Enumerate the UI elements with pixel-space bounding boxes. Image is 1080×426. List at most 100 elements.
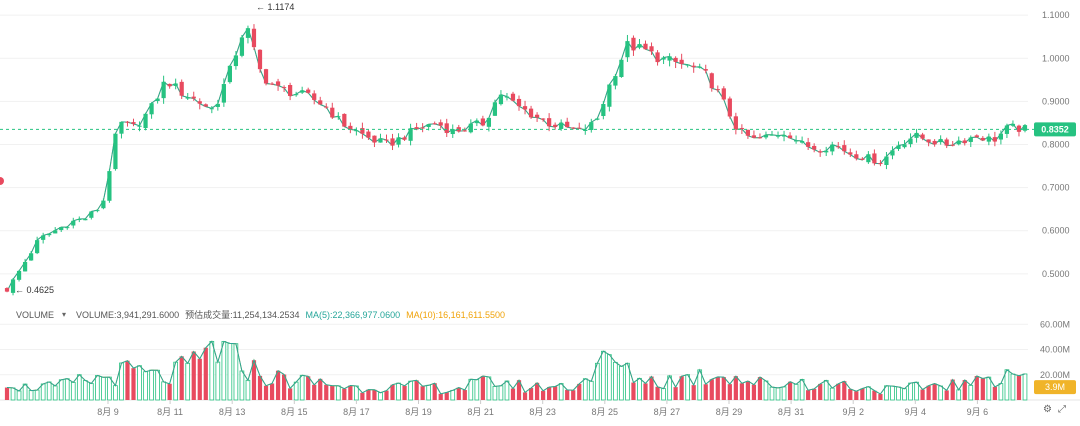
volume-bar <box>565 389 570 400</box>
candle-body <box>318 100 323 105</box>
candle-body <box>998 133 1004 140</box>
candle-body <box>161 81 166 99</box>
volume-bar <box>492 386 498 401</box>
volume-bar <box>932 383 937 400</box>
candle-body <box>625 41 630 58</box>
volume-bar <box>245 379 251 401</box>
volume-bar <box>318 378 323 400</box>
volume-indicator-label[interactable]: VOLUME <box>16 309 55 320</box>
volume-bar <box>444 392 449 400</box>
volume-bar <box>534 382 540 400</box>
candle-body <box>775 135 781 137</box>
volume-bar <box>167 383 172 400</box>
candle-body <box>420 127 425 129</box>
candle-body <box>878 163 883 165</box>
candle-body <box>384 139 389 141</box>
settings-icon[interactable]: ⚙ <box>1043 404 1052 415</box>
alert-marker <box>0 177 4 185</box>
volume-bar <box>257 375 263 400</box>
price-tick-label: 0.5000 <box>1042 269 1070 279</box>
candle-body <box>233 55 239 67</box>
volume-bar <box>197 358 202 400</box>
volume-bar <box>137 365 142 401</box>
volume-bar <box>342 388 347 400</box>
chevron-down-icon[interactable]: ▾ <box>62 310 67 319</box>
candle-body <box>553 124 558 128</box>
date-tick-label: 8月 29 <box>716 407 743 417</box>
candle-body <box>944 139 949 146</box>
volume-bar <box>330 385 335 400</box>
volume-bar <box>269 383 275 400</box>
candle-body <box>354 130 359 132</box>
volume-bar <box>902 388 907 401</box>
volume-bar <box>655 386 660 400</box>
volume-bar <box>540 390 546 400</box>
candle-body <box>41 235 46 240</box>
candle-body <box>751 135 757 138</box>
volume-bar <box>251 360 257 400</box>
volume-bar <box>390 384 395 400</box>
candle-body <box>203 104 208 107</box>
candle-body <box>143 113 148 129</box>
volume-bar <box>577 383 582 400</box>
volume-bar <box>22 383 28 401</box>
candle-body <box>360 128 365 134</box>
candle-body <box>872 153 877 164</box>
volume-bar <box>781 386 787 401</box>
candle-body <box>547 118 552 127</box>
candle-body <box>173 83 178 86</box>
candle-body <box>47 233 52 236</box>
volume-bar <box>143 371 148 401</box>
date-tick-label: 8月 17 <box>343 407 370 417</box>
volume-bar <box>908 382 913 401</box>
candle-body <box>263 69 269 84</box>
candle-body <box>679 59 684 64</box>
volume-bar <box>408 380 413 401</box>
candle-body <box>962 140 967 144</box>
volume-bar <box>281 374 287 400</box>
candle-body <box>281 87 287 89</box>
candle-body <box>920 134 925 139</box>
volume-bar <box>547 387 552 400</box>
date-tick-label: 9月 2 <box>842 407 864 417</box>
candle-body <box>486 117 492 127</box>
candle-body <box>637 44 642 48</box>
candle-body <box>510 93 516 101</box>
candle-body <box>703 69 708 71</box>
candle-body <box>77 219 82 221</box>
volume-bar <box>733 376 738 400</box>
volume-bar <box>992 386 997 400</box>
volume-bar <box>420 386 425 400</box>
volume-bar <box>95 375 100 401</box>
volume-bar <box>384 390 389 400</box>
volume-bar <box>679 376 684 400</box>
candle-body <box>896 145 901 149</box>
candle-body <box>613 76 618 86</box>
candle-body <box>860 158 865 160</box>
volume-bar <box>829 387 835 401</box>
volume-bar <box>962 380 967 400</box>
volume-bar <box>974 376 979 400</box>
expand-icon[interactable]: ⤢ <box>1058 404 1066 415</box>
volume-bar <box>366 389 371 400</box>
candle-body <box>926 139 931 143</box>
volume-bar <box>450 389 456 401</box>
candle-body <box>601 104 606 117</box>
candle-body <box>504 96 510 98</box>
volume-bar <box>986 376 992 401</box>
candle-body <box>191 96 196 99</box>
volume-bar <box>775 387 781 401</box>
volume-bar <box>89 383 94 401</box>
volume-bar <box>968 384 974 401</box>
volume-bar <box>848 388 853 400</box>
candle-body <box>342 113 347 127</box>
volume-bar <box>673 387 678 400</box>
candle-body <box>763 134 769 138</box>
candle-body <box>830 144 835 152</box>
candle-body <box>914 132 919 138</box>
candle-body <box>348 125 353 130</box>
volume-ma5: MA(5):22,366,977.0600 <box>305 309 401 320</box>
candle-body <box>631 37 636 51</box>
